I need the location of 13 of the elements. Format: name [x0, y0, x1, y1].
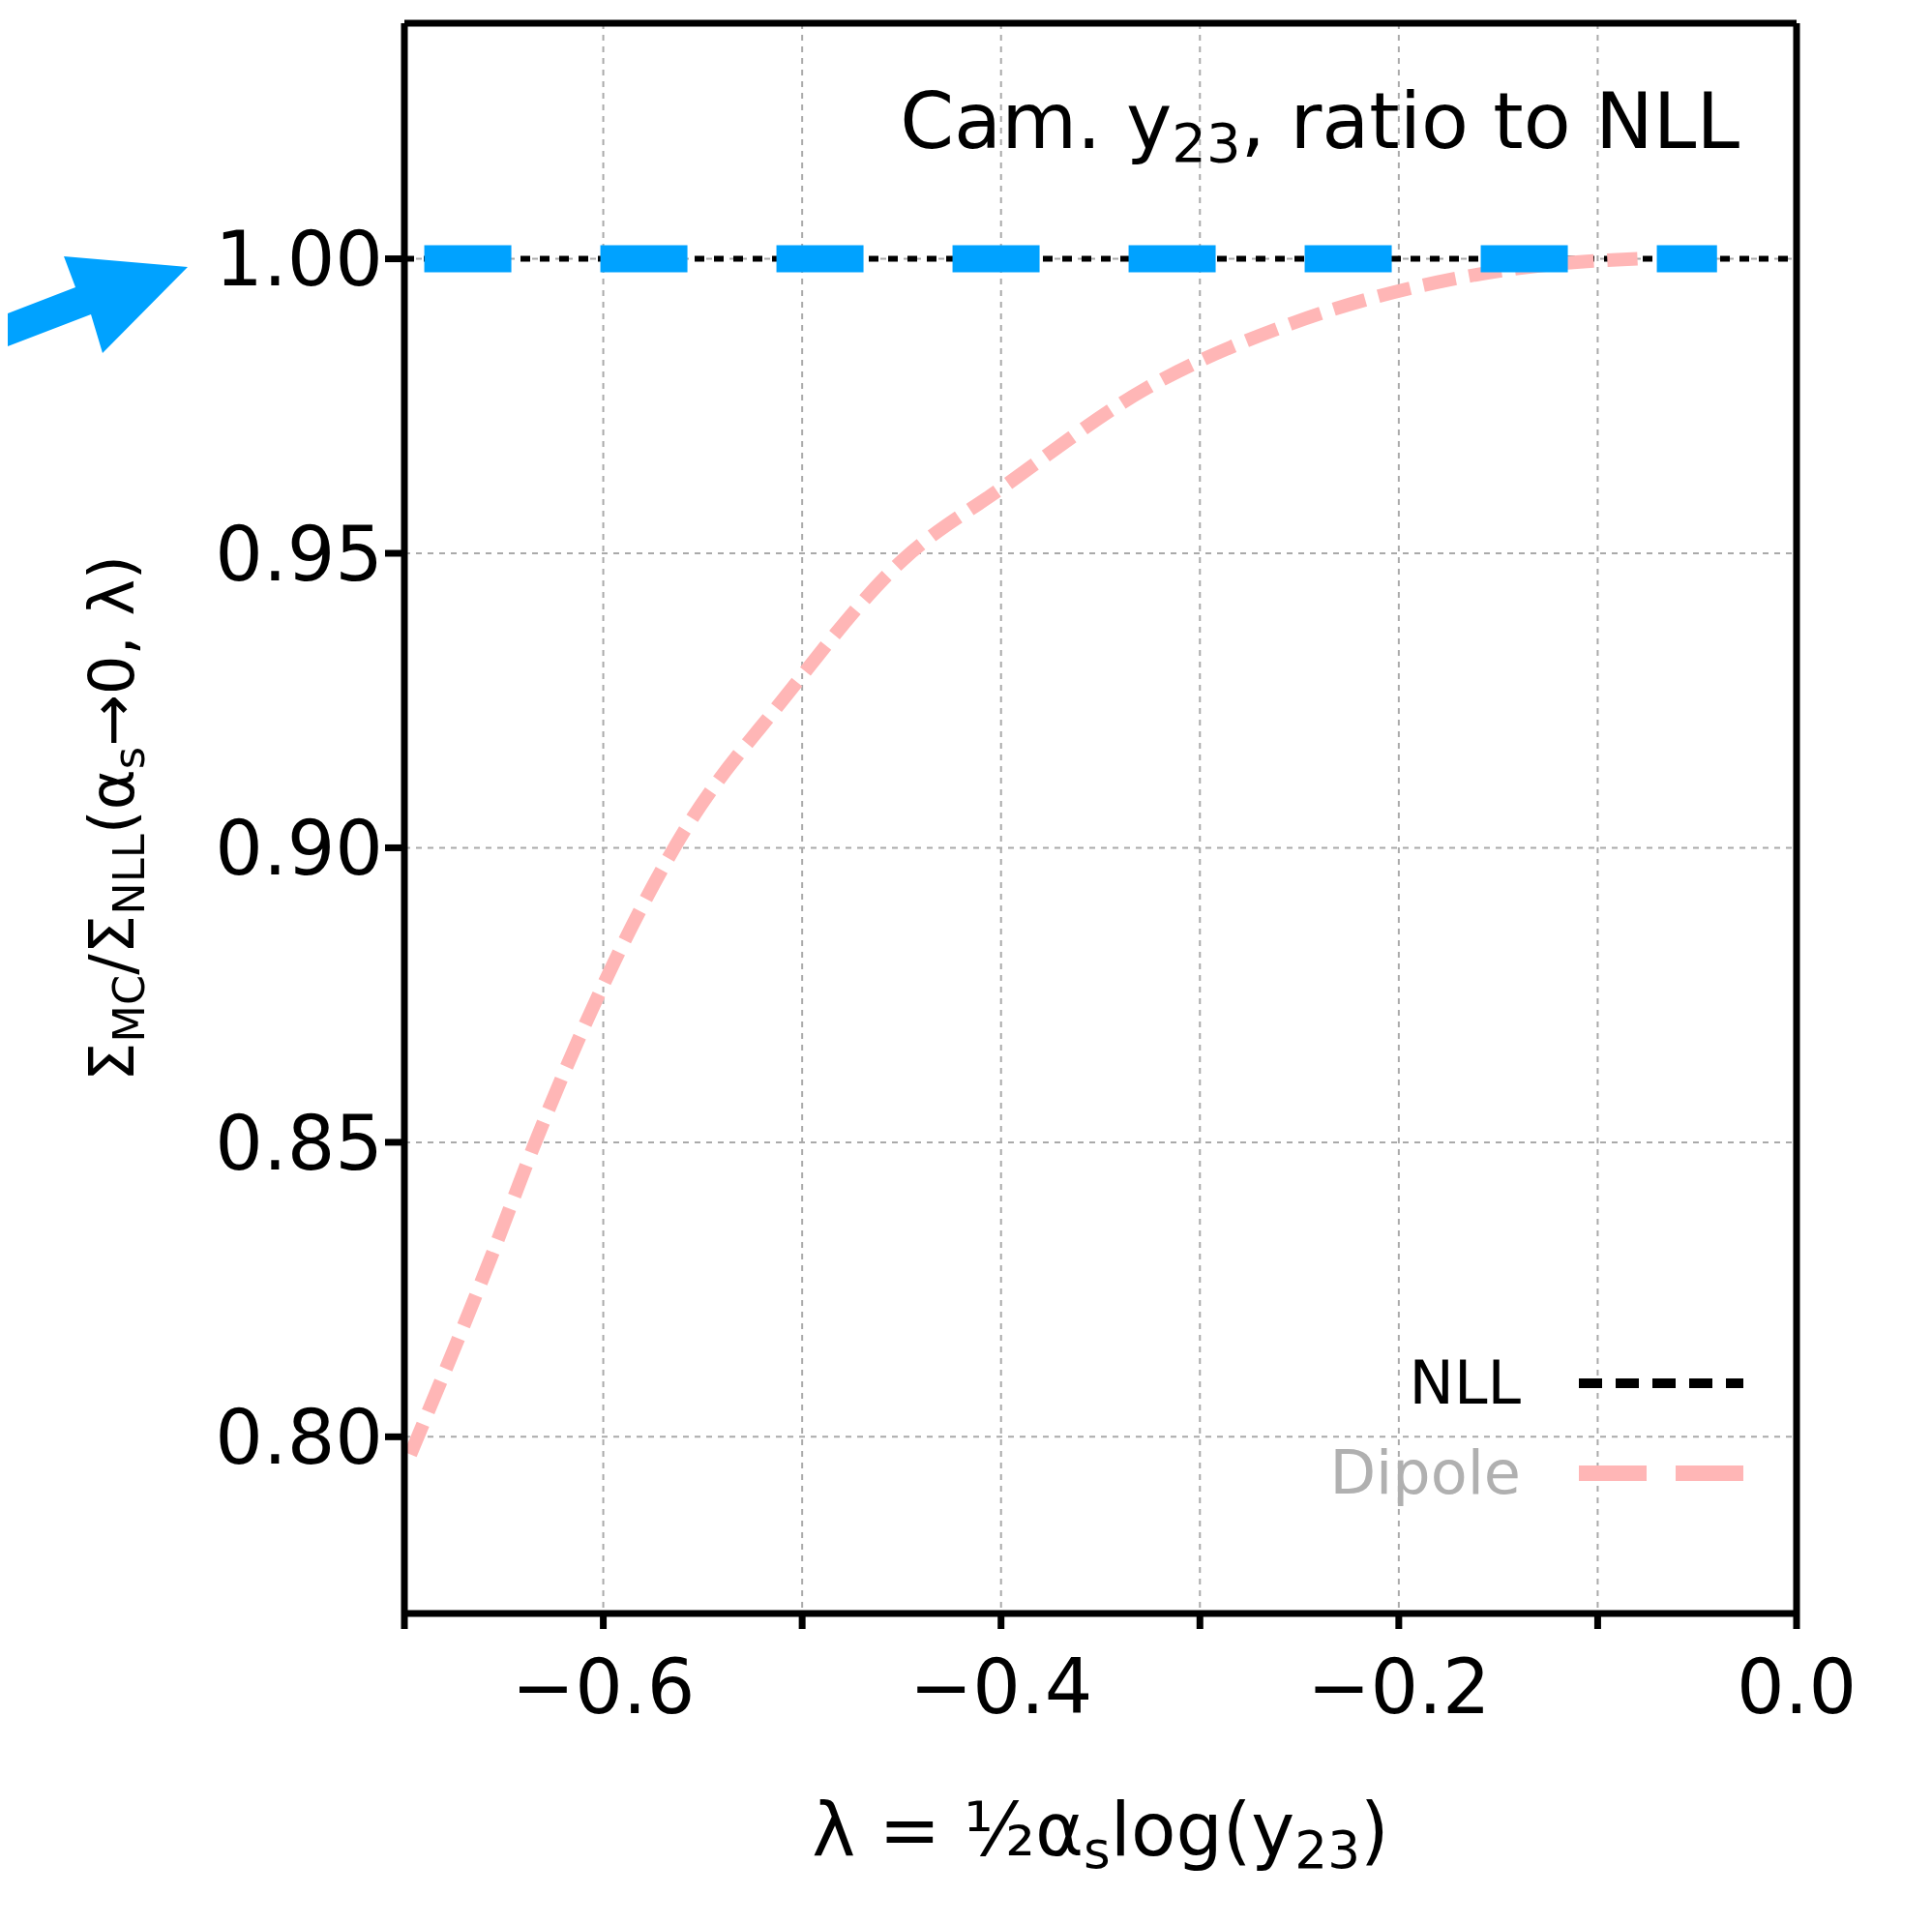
- x-tick-label: −0.2: [1307, 1643, 1491, 1732]
- y-tick-label: 0.80: [215, 1394, 383, 1482]
- x-tick-label: 0.0: [1736, 1643, 1858, 1732]
- y-tick-label: 1.00: [215, 216, 383, 304]
- y-tick-label: 0.95: [215, 510, 383, 598]
- legend-label: Dipole: [1329, 1437, 1521, 1508]
- y-tick-label: 0.90: [215, 805, 383, 893]
- y-tick-label: 0.85: [215, 1099, 383, 1187]
- x-axis-title: λ = ½α$_{s}$log(y$_{23}$): [812, 1787, 1389, 1881]
- text: Cam. y$_{23}$, ratio to NLL: [900, 76, 1740, 174]
- x-tick-label: −0.6: [511, 1643, 696, 1732]
- legend-label: NLL: [1409, 1347, 1521, 1418]
- x-tick-label: −0.4: [909, 1643, 1093, 1732]
